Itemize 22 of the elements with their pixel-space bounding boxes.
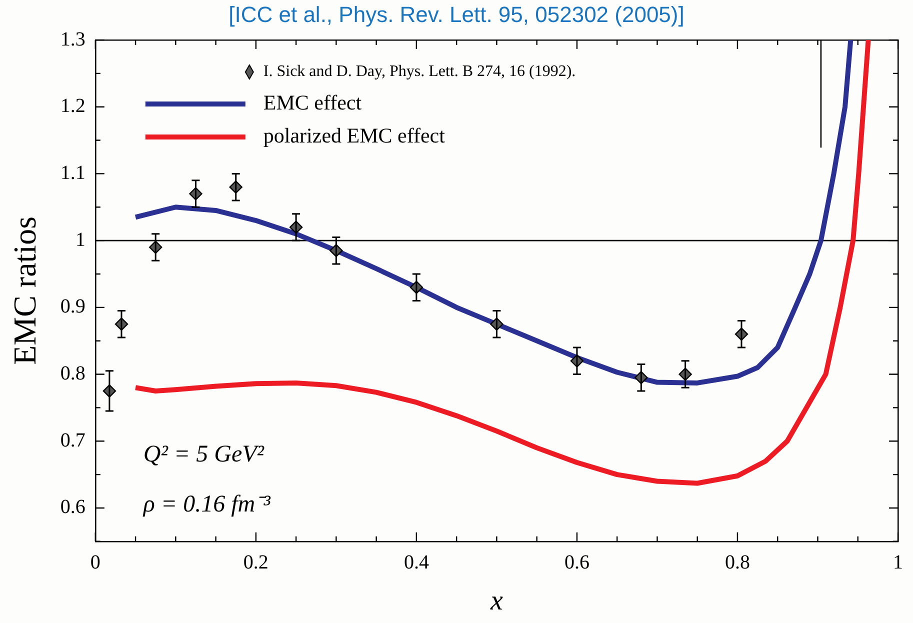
x-tick-label: 0.4 <box>404 552 429 574</box>
y-tick-label: 1.3 <box>60 28 86 50</box>
x-tick-label: 0.2 <box>243 552 268 574</box>
legend-label: polarized EMC effect <box>263 124 446 148</box>
y-tick-label: 1 <box>75 228 86 251</box>
y-axis-title: EMC ratios <box>6 216 43 365</box>
x-tick-label: 0.8 <box>724 552 750 574</box>
chart-title: [ICC et al., Phys. Rev. Lett. 95, 052302 (2005)] <box>228 2 686 28</box>
y-tick-label: 1.1 <box>60 162 86 184</box>
y-tick-label: 0.9 <box>60 296 86 318</box>
x-axis-title: x <box>489 586 504 617</box>
x-tick-label: 0.6 <box>564 552 590 574</box>
x-tick-label: 0 <box>90 552 100 574</box>
y-tick-label: 0.6 <box>60 496 86 518</box>
y-tick-label: 0.7 <box>60 429 86 452</box>
y-tick-label: 1.2 <box>60 95 86 118</box>
y-tick-label: 0.8 <box>60 362 86 385</box>
annotation: Q² = 5 GeV² <box>143 441 265 468</box>
annotation: ρ = 0.16 fm⁻³ <box>142 491 272 518</box>
legend-label: EMC effect <box>263 90 362 115</box>
legend-label: I. Sick and D. Day, Phys. Lett. B 274, 16 (1992). <box>263 63 576 80</box>
x-tick-label: 1 <box>893 552 903 574</box>
